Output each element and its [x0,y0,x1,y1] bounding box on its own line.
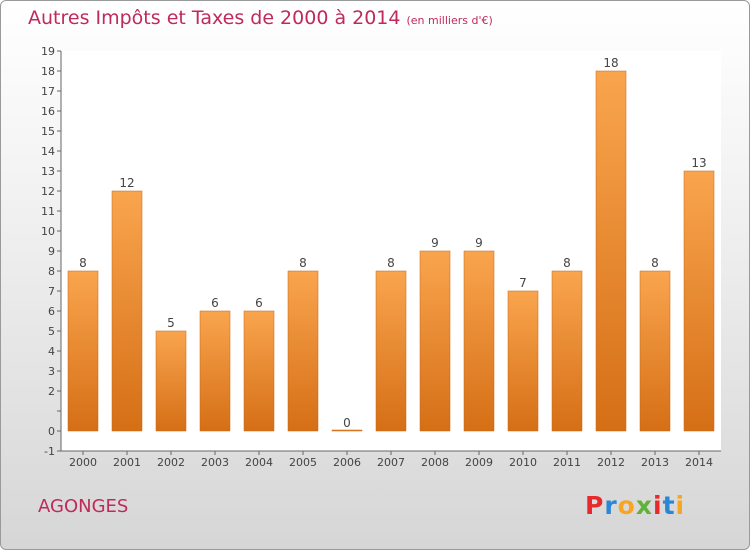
data-label-2003: 6 [211,296,219,310]
data-label-2012: 18 [603,56,618,70]
x-tick-label-2014: 2014 [685,456,713,469]
y-tick-label: -1 [44,445,55,458]
y-tick-label: 18 [41,65,55,78]
bar-2008 [419,250,451,432]
data-label-2002: 5 [167,316,175,330]
y-tick-label: 5 [48,325,55,338]
x-tick-label-2003: 2003 [201,456,229,469]
data-label-2001: 12 [119,176,134,190]
commune-name: AGONGES [38,496,129,517]
y-tick-label: 12 [41,185,55,198]
x-tick-label-2011: 2011 [553,456,581,469]
data-label-layer: 8 12 5 6 6 8 0 8 9 9 7 8 18 8 13 [79,56,706,430]
x-tick-label-2008: 2008 [421,456,449,469]
y-tick-label: 16 [41,105,55,118]
logo-letter: P [585,491,605,520]
y-tick-label: 0 [48,425,55,438]
x-tick-label-2013: 2013 [641,456,669,469]
data-label-2013: 8 [651,256,659,270]
x-tick-label-2010: 2010 [509,456,537,469]
y-tick-label: 14 [41,145,55,158]
bar-2007 [375,270,407,432]
y-axis-ticks: -1 0 2 3 4 5 6 7 8 9 10 11 12 13 14 15 16 17 18 19 [41,45,61,458]
proxiti-logo: Proxiti [585,491,685,520]
y-tick-label: 7 [48,285,55,298]
bar-2001 [111,190,143,432]
bar-2012 [595,70,627,432]
logo-letter: x [635,491,653,520]
chart-title-main: Autres Impôts et Taxes de 2000 à 2014 [28,7,401,29]
bar-2004 [243,310,275,432]
y-tick-label: 4 [48,345,55,358]
logo-letter: r [604,491,618,520]
y-tick-label: 13 [41,165,55,178]
bar-2011 [551,270,583,432]
data-label-2000: 8 [79,256,87,270]
bar-2003 [199,310,231,432]
bar-2009 [463,250,495,432]
data-label-2009: 9 [475,236,483,250]
x-tick-label-2009: 2009 [465,456,493,469]
y-tick-label: 3 [48,365,55,378]
logo-letter: i [675,491,686,520]
bar-2005 [287,270,319,432]
data-label-2007: 8 [387,256,395,270]
bar-2000 [67,270,99,432]
x-tick-label-2002: 2002 [157,456,185,469]
bar-2013 [639,270,671,432]
x-axis-ticks: 2000 2001 2002 2003 2004 2005 2006 2007 2008 2009… [69,451,713,469]
data-label-2011: 8 [563,256,571,270]
bar-2010 [507,290,539,432]
x-tick-label-2000: 2000 [69,456,97,469]
y-tick-label: 6 [48,305,55,318]
logo-letter: t [662,491,676,520]
logo-letter: o [617,491,636,520]
bar-2014 [683,170,715,432]
x-tick-label-2001: 2001 [113,456,141,469]
y-tick-label: 15 [41,125,55,138]
chart-title: Autres Impôts et Taxes de 2000 à 2014 (en… [28,7,493,29]
x-tick-label-2007: 2007 [377,456,405,469]
bar-layer [67,70,715,432]
y-tick-label: 19 [41,45,55,58]
bar-2006 [331,429,363,432]
y-tick-label: 2 [48,385,55,398]
data-label-2014: 13 [691,156,706,170]
x-tick-label-2006: 2006 [333,456,361,469]
x-tick-label-2004: 2004 [245,456,273,469]
data-label-2008: 9 [431,236,439,250]
data-label-2004: 6 [255,296,263,310]
y-tick-label: 11 [41,205,55,218]
x-tick-label-2005: 2005 [289,456,317,469]
bar-2002 [155,330,187,432]
data-label-2005: 8 [299,256,307,270]
x-tick-label-2012: 2012 [597,456,625,469]
y-tick-label: 9 [48,245,55,258]
y-tick-label: 8 [48,265,55,278]
logo-letter: i [653,491,663,520]
data-label-2006: 0 [343,416,351,430]
y-tick-label: 10 [41,225,55,238]
y-tick-label: 17 [41,85,55,98]
chart-subtitle: (en milliers d'€) [406,14,493,27]
data-label-2010: 7 [519,276,527,290]
